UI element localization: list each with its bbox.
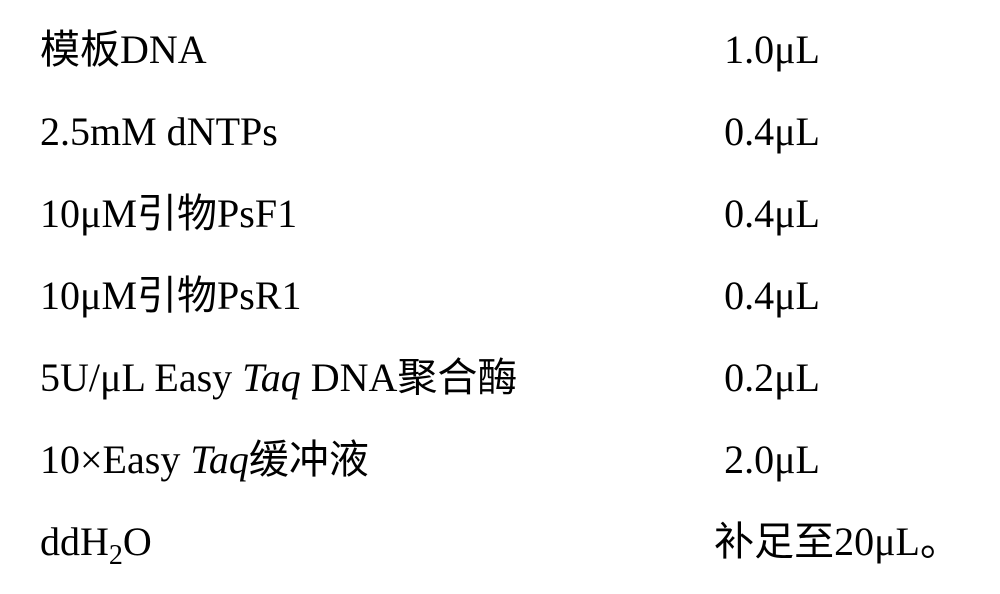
table-row: 2.5mM dNTPs 0.4μL xyxy=(40,94,960,176)
reagent-name: ddH2O xyxy=(40,522,152,562)
reagent-name: 10μM引物PsF1 xyxy=(40,194,297,234)
reagent-volume: 补足至20μL。 xyxy=(714,522,960,562)
reagent-name: 5U/μL Easy Taq DNA聚合酶 xyxy=(40,358,517,398)
reagent-name: 2.5mM dNTPs xyxy=(40,112,278,152)
reagent-volume: 0.4μL xyxy=(724,112,960,152)
reagent-volume: 2.0μL xyxy=(724,440,960,480)
table-row: 10μM引物PsR1 0.4μL xyxy=(40,258,960,340)
table-row: 10×Easy Taq缓冲液 2.0μL xyxy=(40,422,960,504)
reagent-name: 10×Easy Taq缓冲液 xyxy=(40,440,369,480)
reagent-volume: 0.4μL xyxy=(724,276,960,316)
reagent-volume: 1.0μL xyxy=(724,30,960,70)
table-row: 模板DNA 1.0μL xyxy=(40,12,960,94)
reagent-name: 模板DNA xyxy=(40,30,207,70)
reagent-volume: 0.2μL xyxy=(724,358,960,398)
table-row: 10μM引物PsF1 0.4μL xyxy=(40,176,960,258)
table-row: ddH2O 补足至20μL。 xyxy=(40,504,960,586)
table-row: 5U/μL Easy Taq DNA聚合酶 0.2μL xyxy=(40,340,960,422)
reagent-volume: 0.4μL xyxy=(724,194,960,234)
pcr-reagent-table: 模板DNA 1.0μL 2.5mM dNTPs 0.4μL 10μM引物PsF1… xyxy=(0,0,1000,594)
reagent-name: 10μM引物PsR1 xyxy=(40,276,302,316)
